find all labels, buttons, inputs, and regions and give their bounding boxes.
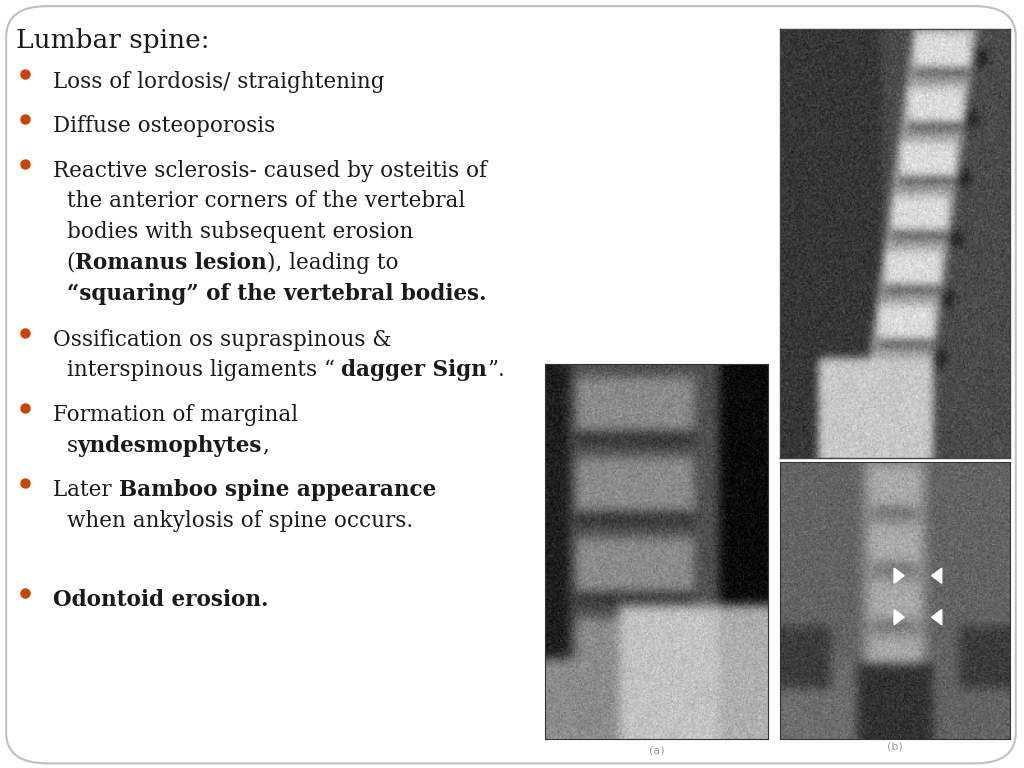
FancyBboxPatch shape <box>6 6 1016 763</box>
Text: Lumbar spine:: Lumbar spine: <box>16 28 210 54</box>
Text: Loss of lordosis/ straightening: Loss of lordosis/ straightening <box>53 71 385 93</box>
Text: Bamboo spine appearance: Bamboo spine appearance <box>119 479 436 502</box>
Text: Later: Later <box>53 479 119 502</box>
Text: ,: , <box>262 435 269 457</box>
Polygon shape <box>894 610 904 625</box>
Text: Odontoid erosion.: Odontoid erosion. <box>53 589 268 611</box>
Text: (: ( <box>67 252 75 274</box>
Text: (b): (b) <box>887 742 903 752</box>
Text: interspinous ligaments “: interspinous ligaments “ <box>67 359 341 382</box>
Text: Formation of marginal: Formation of marginal <box>53 404 298 426</box>
Text: ”.: ”. <box>487 359 505 382</box>
Text: Ossification os supraspinous &: Ossification os supraspinous & <box>53 329 392 351</box>
Text: ), leading to: ), leading to <box>266 252 398 274</box>
Polygon shape <box>932 568 942 584</box>
Text: (a): (a) <box>648 746 665 756</box>
Text: s: s <box>67 435 78 457</box>
Text: the anterior corners of the vertebral: the anterior corners of the vertebral <box>67 190 465 213</box>
Text: Reactive sclerosis- caused by osteitis of: Reactive sclerosis- caused by osteitis o… <box>53 160 487 182</box>
Polygon shape <box>932 610 942 625</box>
Text: Romanus lesion: Romanus lesion <box>75 252 266 274</box>
Text: “squaring” of the vertebral bodies.: “squaring” of the vertebral bodies. <box>67 283 486 305</box>
Text: dagger Sign: dagger Sign <box>341 359 487 382</box>
Text: when ankylosis of spine occurs.: when ankylosis of spine occurs. <box>67 510 413 532</box>
Text: yndesmophytes: yndesmophytes <box>78 435 262 457</box>
Text: Diffuse osteoporosis: Diffuse osteoporosis <box>53 115 275 137</box>
Text: bodies with subsequent erosion: bodies with subsequent erosion <box>67 221 413 243</box>
Polygon shape <box>894 568 904 584</box>
